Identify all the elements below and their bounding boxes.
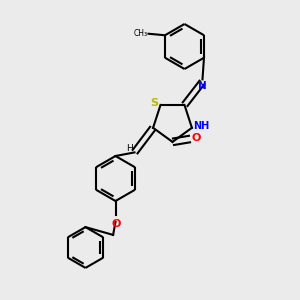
Text: S: S [150, 98, 158, 108]
Text: O: O [191, 133, 201, 143]
Text: N: N [198, 81, 207, 91]
Text: H: H [126, 144, 133, 153]
Text: NH: NH [193, 121, 209, 131]
Text: CH₃: CH₃ [134, 29, 148, 38]
Text: O: O [111, 219, 121, 229]
